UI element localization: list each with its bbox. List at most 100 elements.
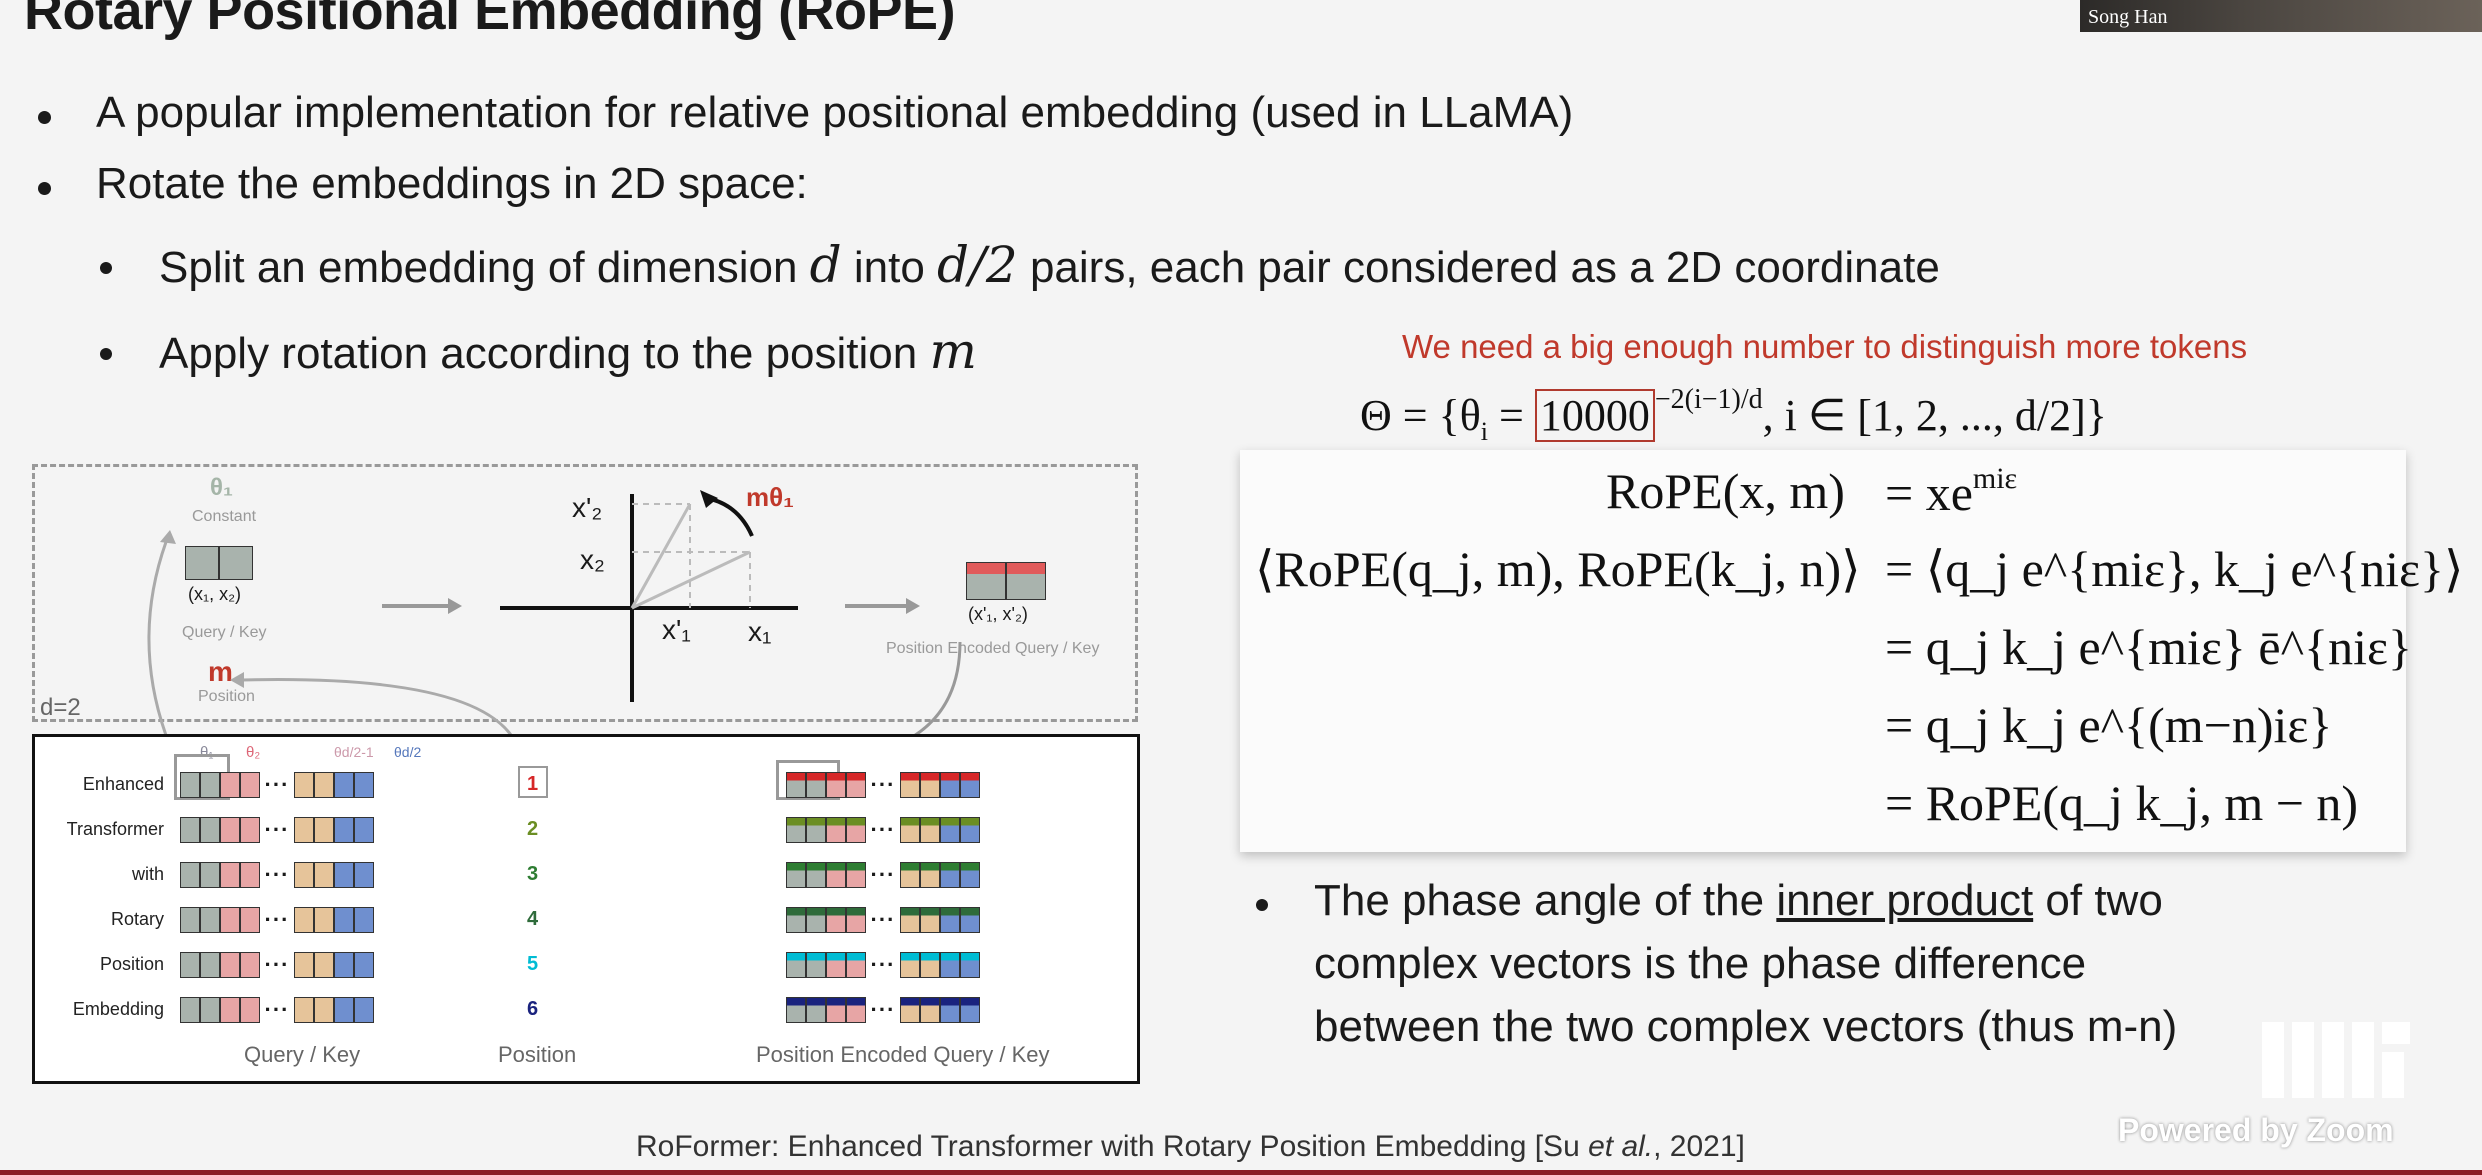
bullet-1: A popular implementation for relative po… <box>96 88 1574 137</box>
embedding-cell <box>220 862 240 888</box>
embedding-cell <box>220 772 240 798</box>
sub-bullet-1-mid: into <box>841 243 938 292</box>
phase-line-2: complex vectors is the phase difference <box>1314 939 2087 988</box>
sub-bullet-2-pre: Apply rotation according to the position <box>159 329 930 378</box>
embedding-cell <box>806 862 826 888</box>
embedding-cell <box>180 997 200 1023</box>
embedding-cell <box>180 907 200 933</box>
mit-logo <box>2262 1022 2410 1098</box>
bottom-label-encoded: Position Encoded Query / Key <box>756 1042 1050 1067</box>
ellipsis: ··· <box>870 772 896 797</box>
d2-label: d=2 <box>40 694 81 721</box>
embedding-cell <box>314 862 334 888</box>
ellipsis: ··· <box>264 997 290 1022</box>
query-key-row: ··· <box>180 772 374 798</box>
embedding-cell <box>334 817 354 843</box>
embedding-cell <box>920 952 940 978</box>
embedding-cell <box>846 817 866 843</box>
slide-title: Rotary Positional Embedding (RoPE) <box>24 0 956 41</box>
embedding-cell <box>240 997 260 1023</box>
bottom-rule <box>0 1170 2482 1175</box>
embedding-cell <box>314 817 334 843</box>
embedding-cell <box>940 862 960 888</box>
embedding-cell <box>294 997 314 1023</box>
embedding-cell <box>786 862 806 888</box>
eq-inner-rhs: = ⟨q_j e^{miε}, k_j e^{niε}⟩ <box>1885 541 2464 597</box>
embedding-cell <box>786 907 806 933</box>
zoom-watermark: Powered by Zoom <box>2118 1112 2394 1148</box>
embedding-cell <box>314 772 334 798</box>
var-m: m <box>929 322 977 380</box>
bullet-dot <box>1256 899 1268 911</box>
embedding-cell <box>846 862 866 888</box>
ellipsis: ··· <box>870 817 896 842</box>
embedding-cell <box>960 817 980 843</box>
sub-bullet-2: Apply rotation according to the position… <box>159 322 977 380</box>
query-key-row: ··· <box>180 817 374 843</box>
token-word: with <box>131 864 164 884</box>
eq-step-4: = RoPE(q_j k_j, m − n) <box>1885 775 2359 831</box>
sub-bullet-1-post: pairs, each pair considered as a 2D coor… <box>1017 243 1940 292</box>
embedding-cell <box>960 862 980 888</box>
embedding-cell <box>334 997 354 1023</box>
embedding-cell <box>314 952 334 978</box>
encoded-row: ··· <box>786 817 980 843</box>
eq-step-2: = q_j k_j e^{miε} ē^{niε} <box>1885 619 2412 675</box>
ellipsis: ··· <box>870 907 896 932</box>
query-key-row: ··· <box>180 862 374 888</box>
embedding-cell <box>334 907 354 933</box>
ellipsis: ··· <box>870 997 896 1022</box>
embedding-cell <box>806 997 826 1023</box>
embedding-cell <box>314 997 334 1023</box>
embedding-cell <box>846 997 866 1023</box>
m-theta-label: mθ₁ <box>746 482 794 512</box>
embedding-cell <box>334 952 354 978</box>
embedding-cell <box>900 997 920 1023</box>
sub-bullet-dot <box>100 348 112 360</box>
query-key-row: ··· <box>180 952 374 978</box>
x2-label: x₂ <box>580 544 605 575</box>
bottom-label-qk: Query / Key <box>244 1042 361 1067</box>
embedding-cell <box>920 907 940 933</box>
position-number: 5 <box>527 953 539 975</box>
position-number: 3 <box>527 863 539 885</box>
embedding-cell <box>354 907 374 933</box>
eq-rope-def: RoPE(x, m) <box>1606 462 1845 520</box>
position-small-label: Position <box>198 688 255 705</box>
embedding-cell <box>220 997 240 1023</box>
embedding-cell <box>900 907 920 933</box>
embedding-cell <box>960 997 980 1023</box>
token-word: Position <box>99 954 164 974</box>
theta-equation: Θ = {θi = 10000 −2(i−1)/d, i ∈ [1, 2, ...… <box>1360 384 2107 447</box>
embedding-cell <box>960 952 980 978</box>
ellipsis: ··· <box>264 952 290 977</box>
embedding-cell <box>846 907 866 933</box>
embedding-cell <box>920 817 940 843</box>
rope-figure: θ₁ Constant (x₁, x₂) Query / Key m Posit… <box>30 464 1142 1086</box>
embedding-cell <box>354 952 374 978</box>
phase-line-1: The phase angle of the inner product of … <box>1314 876 2163 926</box>
embedding-cell <box>900 772 920 798</box>
embedding-cell <box>240 952 260 978</box>
citation: RoFormer: Enhanced Transformer with Rota… <box>636 1130 1745 1164</box>
embedding-cell <box>940 817 960 843</box>
embedding-cell <box>900 817 920 843</box>
embedding-cell <box>846 772 866 798</box>
position-number: 2 <box>527 818 539 840</box>
citation-post: , 2021] <box>1653 1130 1745 1163</box>
token-word: Enhanced <box>82 774 164 794</box>
embedding-cell <box>200 997 220 1023</box>
embedding-cell <box>200 862 220 888</box>
pair-label: (x₁, x₂) <box>188 584 242 604</box>
embedding-cell <box>960 907 980 933</box>
embedding-cell <box>846 952 866 978</box>
annotation-text: We need a big enough number to distingui… <box>1402 328 2248 365</box>
embedding-cell <box>940 952 960 978</box>
embedding-cell <box>240 817 260 843</box>
embedding-cell <box>786 817 806 843</box>
embedding-cell <box>200 907 220 933</box>
inner-product-underlined: inner product <box>1776 876 2034 925</box>
bullet-2: Rotate the embeddings in 2D space: <box>96 159 808 208</box>
embedding-cell <box>826 862 846 888</box>
equation-panel: RoPE(x, m) = xemiε ⟨RoPE(q_j, m), RoPE(k… <box>1240 450 2463 852</box>
